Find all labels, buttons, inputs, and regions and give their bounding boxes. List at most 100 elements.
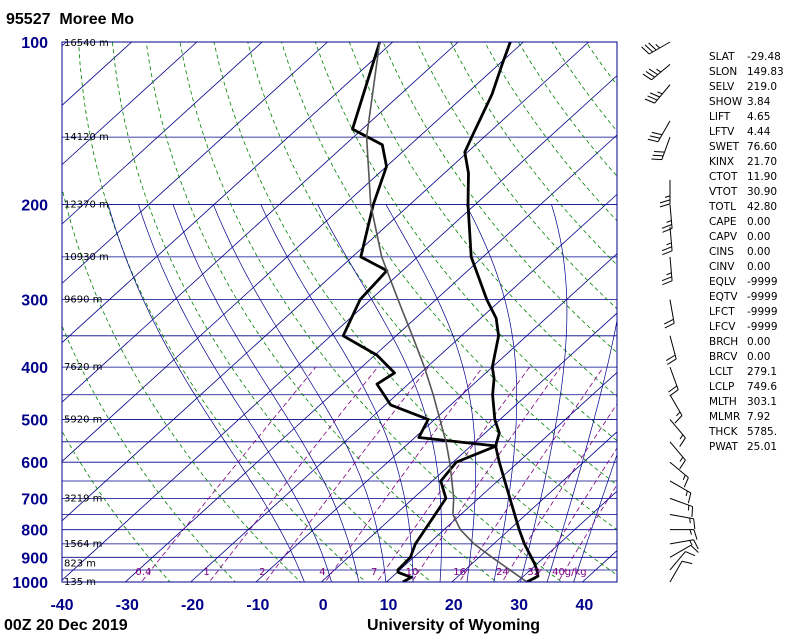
index-value: 279.1 <box>747 366 778 378</box>
temperature-tick-label: -40 <box>50 597 73 614</box>
temperature-tick-label: 30 <box>510 597 528 614</box>
isotherm-line <box>125 134 617 582</box>
dry-adiabat <box>145 42 498 582</box>
wind-barb <box>644 84 671 104</box>
height-label: 14120 m <box>64 132 109 143</box>
index-name: LFTV <box>709 126 735 138</box>
dry-adiabat <box>62 324 236 582</box>
pressure-tick-label: 200 <box>21 198 48 215</box>
isotherm-line <box>62 42 263 225</box>
wind-barb <box>669 497 694 518</box>
temperature-tick-label: -20 <box>181 597 204 614</box>
mixing-ratio-label: 32 <box>527 567 540 578</box>
index-value: 0.00 <box>747 351 771 363</box>
index-name: LCLT <box>709 366 733 378</box>
isotherm-line <box>451 431 617 582</box>
isotherm-line <box>62 42 394 344</box>
height-label: 12370 m <box>64 200 109 211</box>
station-name: Moree Mo <box>59 11 135 28</box>
moist-adiabat <box>107 204 305 582</box>
temperature-tick-label: -10 <box>246 597 269 614</box>
index-name: BRCH <box>709 336 739 348</box>
index-name: KINX <box>709 156 735 168</box>
index-name: SELV <box>709 81 735 93</box>
index-value: 303.1 <box>747 396 778 408</box>
isotherm-line <box>0 42 1 582</box>
mixing-ratio-line <box>376 366 530 582</box>
index-row: CTOT 11.90 <box>709 170 799 185</box>
index-row: CINV 0.00 <box>709 260 799 275</box>
chart-grid <box>0 42 617 582</box>
index-name: PWAT <box>709 441 738 453</box>
height-label: 1564 m <box>64 539 102 550</box>
height-label: 823 m <box>64 559 96 570</box>
pressure-tick-label: 100 <box>21 35 48 52</box>
pressure-tick-label: 300 <box>21 293 48 310</box>
index-row: CINS 0.00 <box>709 245 799 260</box>
index-name: BRCV <box>709 351 738 363</box>
chart-labels: 0.4 1 2 4 7 10 16 24 32 40g/kg1000900800700600500… <box>12 35 593 614</box>
index-value: -9999 <box>747 291 778 303</box>
dry-adiabat <box>112 42 432 582</box>
index-value: 30.90 <box>747 186 778 198</box>
mixing-ratio-label: 1 <box>203 567 209 578</box>
dry-adiabat <box>281 42 617 486</box>
sounding-datetime: 00Z 20 Dec 2019 <box>4 617 128 634</box>
index-row: LFTV 4.44 <box>709 125 799 140</box>
height-label: 10930 m <box>64 252 109 263</box>
mixing-ratio-label: 16 <box>453 567 466 578</box>
index-value: 21.70 <box>747 156 778 168</box>
wind-barb <box>651 136 671 161</box>
index-row: BRCV 0.00 <box>709 350 799 365</box>
wind-barb <box>641 41 671 55</box>
wind-barb <box>663 299 675 329</box>
isotherm-line <box>190 193 617 582</box>
index-value: 0.00 <box>747 216 771 228</box>
pressure-tick-label: 700 <box>21 491 48 508</box>
temperature-tick-label: -30 <box>116 597 139 614</box>
parcel-trace <box>365 42 528 582</box>
index-value: 4.65 <box>747 111 771 123</box>
mixing-ratio-line <box>208 366 379 582</box>
index-name: MLMR <box>709 411 741 423</box>
index-value: 0.00 <box>747 336 771 348</box>
plot-frame <box>61 41 618 583</box>
index-row: SLON 149.83 <box>709 65 799 80</box>
index-value: 25.01 <box>747 441 778 453</box>
wind-barb <box>669 539 699 550</box>
height-label: 7620 m <box>64 362 102 373</box>
index-name: SLAT <box>709 51 735 63</box>
index-row: LCLT 279.1 <box>709 365 799 380</box>
index-name: SHOW <box>709 96 743 108</box>
pressure-tick-label: 500 <box>21 412 48 429</box>
wind-barb <box>642 63 671 81</box>
index-name: MLTH <box>709 396 737 408</box>
dry-adiabat <box>78 42 367 582</box>
wind-barb <box>661 226 673 256</box>
temperature-tick-label: 10 <box>380 597 398 614</box>
pressure-tick-label: 400 <box>21 360 48 377</box>
station-title: 95527 Moree Mo <box>6 11 134 29</box>
isotherm-line <box>516 490 617 582</box>
temperature-tick-label: 20 <box>445 597 463 614</box>
index-value: 0.00 <box>747 261 771 273</box>
index-row: LFCT -9999 <box>709 305 799 320</box>
pressure-tick-label: 900 <box>21 550 48 567</box>
index-name: LIFT <box>709 111 731 123</box>
index-row: THCK 5785. <box>709 425 799 440</box>
index-name: THCK <box>709 426 738 438</box>
index-row: VTOT 30.90 <box>709 185 799 200</box>
station-id: 95527 <box>6 11 51 28</box>
mixing-ratio-label: 7 <box>371 567 377 578</box>
index-name: CTOT <box>709 171 738 183</box>
chart-traces <box>341 42 540 582</box>
isotherm-line <box>62 42 328 284</box>
dry-adiabat <box>179 42 563 582</box>
pressure-tick-label: 800 <box>21 523 48 540</box>
index-row: EQLV -9999 <box>709 275 799 290</box>
wind-barb <box>669 514 696 530</box>
index-value: -9999 <box>747 276 778 288</box>
wind-barb <box>666 335 677 365</box>
mixing-ratio-label: 2 <box>259 567 265 578</box>
wind-barb <box>669 461 689 488</box>
